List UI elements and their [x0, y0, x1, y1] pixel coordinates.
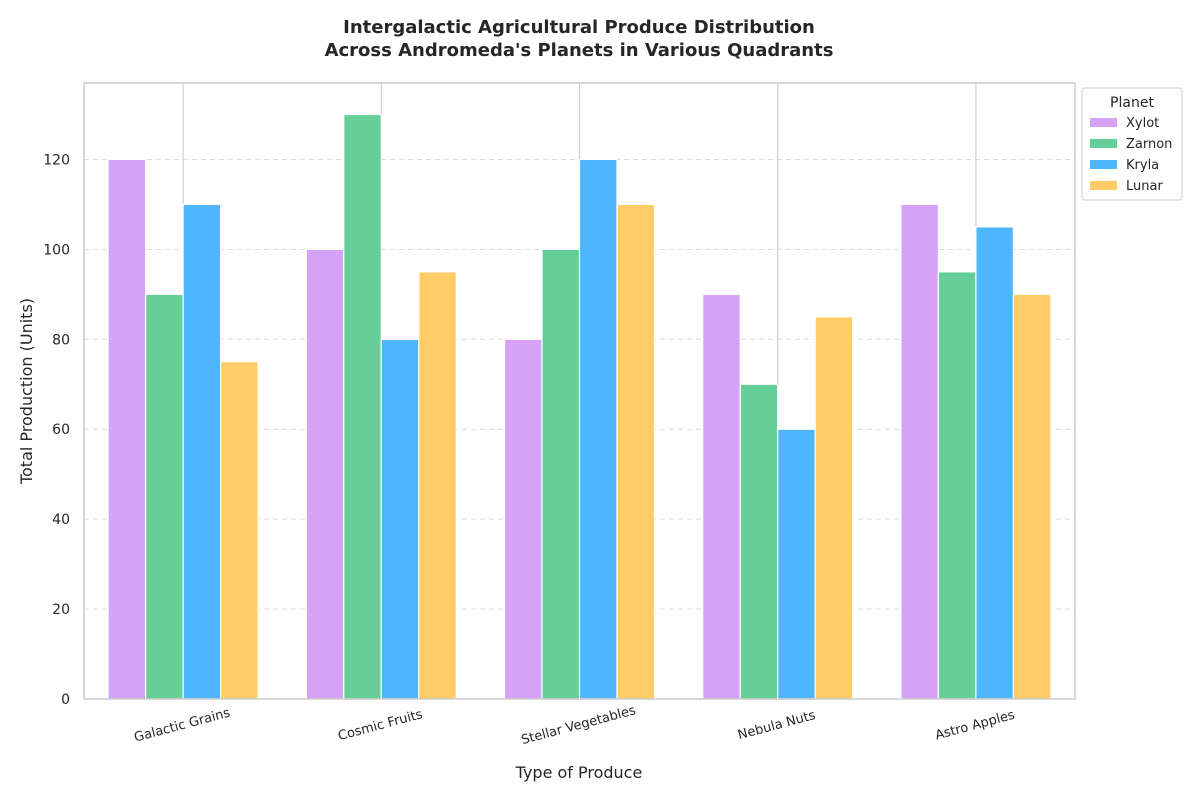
bar-xylot-cosmic-fruits [305, 248, 345, 700]
y-tick-label: 60 [52, 422, 70, 438]
y-tick-label: 40 [52, 512, 70, 528]
y-tick-label: 20 [52, 602, 70, 618]
x-ticks: Galactic Grains Cosmic Fruits Stellar Vege… [133, 703, 1017, 748]
bar-xylot-galactic-grains [107, 158, 147, 700]
y-tick-label: 80 [52, 332, 70, 348]
x-tick-label: Nebula Nuts [736, 708, 817, 743]
bar-xylot-stellar-vegetables [503, 338, 543, 700]
y-tick-label: 0 [61, 692, 70, 708]
legend-swatch-lunar [1090, 181, 1117, 190]
legend-box [1081, 87, 1183, 201]
bar-kryla-cosmic-fruits [380, 338, 420, 700]
bar-lunar-astro-apples [1012, 293, 1052, 700]
chart-title-line-1: Intergalactic Agricultural Produce Distr… [343, 17, 815, 38]
plot-frame [83, 82, 1076, 700]
bar-lunar-stellar-vegetables [616, 203, 656, 700]
bar-kryla-nebula-nuts [777, 428, 816, 700]
legend-swatch-kryla [1090, 160, 1117, 169]
bar-zarnon-galactic-grains [145, 293, 184, 700]
bar-lunar-nebula-nuts [814, 316, 854, 700]
legend-swatch-zarnon [1090, 139, 1117, 148]
legend-items: Xylot Zarnon Kryla Lunar [1090, 116, 1172, 194]
x-axis-label: Type of Produce [515, 763, 643, 782]
legend-swatch-xylot [1090, 118, 1117, 127]
legend-title: Planet [1110, 95, 1154, 111]
x-tick-label: Astro Apples [934, 708, 1017, 744]
bar-xylot-nebula-nuts [702, 293, 741, 700]
x-tick-label: Stellar Vegetables [520, 703, 638, 748]
legend-label-xylot: Xylot [1126, 116, 1159, 131]
bar-kryla-stellar-vegetables [578, 158, 618, 700]
bar-xylot-astro-apples [900, 203, 940, 700]
bar-kryla-galactic-grains [182, 203, 222, 700]
bar-zarnon-astro-apples [937, 271, 977, 700]
x-tick-label: Galactic Grains [133, 706, 232, 746]
x-tick-label: Cosmic Fruits [336, 707, 424, 744]
legend: Planet Xylot Zarnon Kryla Lunar [1081, 87, 1183, 201]
bars [107, 113, 1052, 700]
legend-label-zarnon: Zarnon [1126, 137, 1172, 152]
legend-label-lunar: Lunar [1126, 179, 1163, 194]
y-tick-label: 100 [43, 242, 70, 258]
bar-zarnon-stellar-vegetables [541, 248, 581, 700]
bar-zarnon-cosmic-fruits [343, 113, 382, 700]
legend-label-kryla: Kryla [1126, 158, 1159, 173]
chart-title-line-2: Across Andromeda's Planets in Various Qu… [325, 40, 834, 61]
bar-kryla-astro-apples [975, 226, 1015, 700]
y-tick-label: 120 [43, 152, 70, 168]
bar-lunar-galactic-grains [220, 361, 259, 700]
bar-lunar-cosmic-fruits [418, 271, 457, 700]
y-ticks: 0 20 40 60 80 100 120 [43, 152, 70, 708]
y-axis-label: Total Production (Units) [17, 298, 36, 485]
bar-zarnon-nebula-nuts [739, 383, 779, 700]
